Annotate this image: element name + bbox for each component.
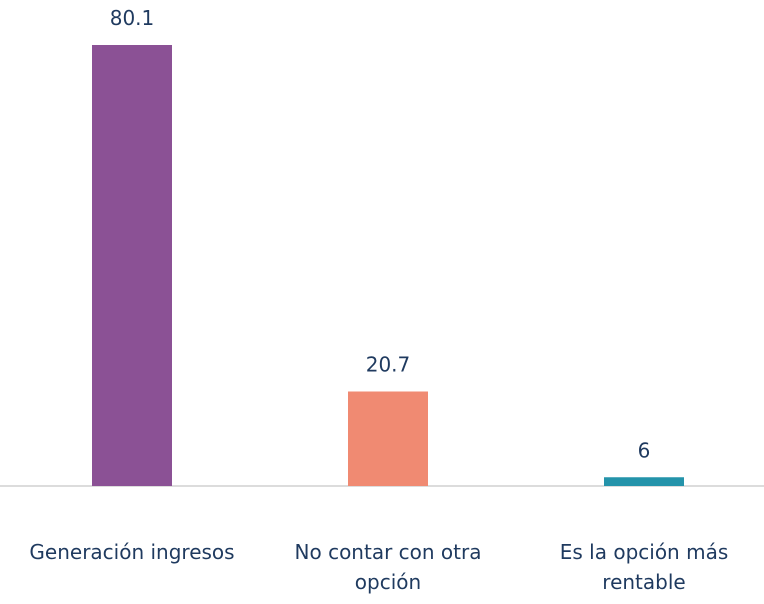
x-tick-label: No contar con otra opción — [294, 540, 482, 594]
bar — [92, 45, 172, 486]
x-tick-label: Generación ingresos — [29, 540, 235, 564]
value-label: 20.7 — [366, 353, 411, 377]
x-tick-label: Es la opción más rentable — [559, 540, 729, 594]
value-label: 80.1 — [110, 6, 155, 30]
bar — [604, 477, 684, 486]
bar — [348, 391, 428, 486]
value-label: 6 — [638, 438, 651, 462]
